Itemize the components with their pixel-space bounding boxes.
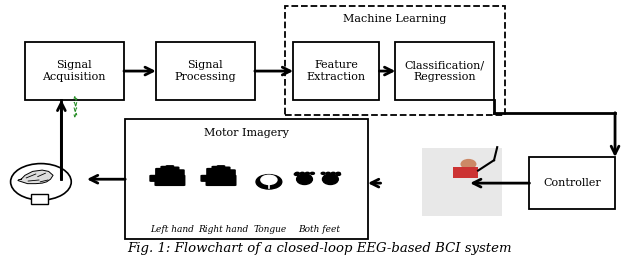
- Bar: [293, 42, 379, 100]
- Ellipse shape: [11, 163, 71, 200]
- FancyBboxPatch shape: [205, 175, 237, 186]
- FancyBboxPatch shape: [149, 175, 158, 182]
- Ellipse shape: [336, 172, 340, 174]
- FancyBboxPatch shape: [452, 167, 478, 178]
- Ellipse shape: [323, 174, 339, 184]
- Ellipse shape: [326, 172, 330, 174]
- FancyBboxPatch shape: [211, 166, 220, 178]
- FancyBboxPatch shape: [31, 194, 48, 204]
- Text: Signal
Processing: Signal Processing: [174, 60, 236, 82]
- Ellipse shape: [295, 172, 300, 174]
- FancyBboxPatch shape: [217, 165, 225, 178]
- Text: Left hand: Left hand: [150, 225, 194, 234]
- Polygon shape: [18, 170, 53, 184]
- Bar: [125, 119, 368, 239]
- Text: Both feet: Both feet: [298, 225, 340, 234]
- FancyBboxPatch shape: [200, 175, 209, 182]
- Text: Right hand: Right hand: [198, 225, 248, 234]
- Text: Classification/
Regression: Classification/ Regression: [404, 60, 484, 82]
- FancyBboxPatch shape: [154, 175, 186, 186]
- Text: Controller: Controller: [543, 178, 601, 188]
- Text: Feature
Extraction: Feature Extraction: [307, 60, 365, 82]
- Text: Motor Imagery: Motor Imagery: [204, 128, 289, 138]
- Text: Tongue: Tongue: [253, 225, 287, 234]
- Ellipse shape: [321, 172, 325, 174]
- Text: Signal
Acquisition: Signal Acquisition: [42, 60, 106, 82]
- FancyBboxPatch shape: [161, 166, 169, 178]
- Ellipse shape: [300, 172, 305, 174]
- Ellipse shape: [336, 173, 340, 176]
- Bar: [422, 148, 502, 216]
- Bar: [395, 42, 494, 100]
- Ellipse shape: [461, 159, 476, 169]
- Text: Machine Learning: Machine Learning: [343, 14, 447, 24]
- FancyBboxPatch shape: [176, 169, 185, 178]
- Ellipse shape: [296, 174, 312, 184]
- Ellipse shape: [305, 172, 309, 174]
- FancyBboxPatch shape: [171, 166, 179, 178]
- Bar: [285, 6, 505, 115]
- FancyBboxPatch shape: [155, 168, 164, 178]
- Ellipse shape: [256, 174, 282, 189]
- FancyBboxPatch shape: [222, 166, 230, 178]
- Ellipse shape: [261, 175, 277, 184]
- Ellipse shape: [294, 173, 299, 176]
- Ellipse shape: [332, 172, 335, 174]
- FancyBboxPatch shape: [166, 165, 174, 178]
- Ellipse shape: [310, 172, 314, 174]
- FancyBboxPatch shape: [227, 169, 236, 178]
- Bar: [25, 42, 124, 100]
- Text: Fig. 1: Flowchart of a closed-loop EEG-based BCI system: Fig. 1: Flowchart of a closed-loop EEG-b…: [128, 242, 512, 255]
- Bar: [156, 42, 255, 100]
- FancyBboxPatch shape: [206, 168, 215, 178]
- Bar: [529, 157, 615, 209]
